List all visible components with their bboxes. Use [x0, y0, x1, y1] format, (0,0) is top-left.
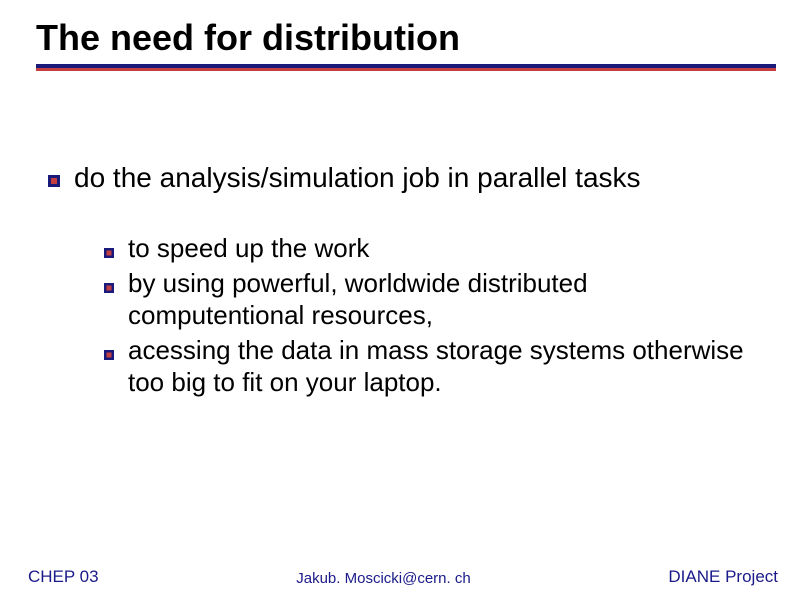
- bullet-text: to speed up the work: [128, 232, 369, 265]
- square-bullet-icon: [48, 174, 60, 192]
- sub-bullets: to speed up the work by using powerful, …: [48, 232, 764, 399]
- square-bullet-icon: [104, 245, 114, 263]
- bullet-text: do the analysis/simulation job in parall…: [74, 161, 641, 195]
- content-area: do the analysis/simulation job in parall…: [0, 71, 794, 399]
- slide-title: The need for distribution: [36, 18, 794, 58]
- footer-left: CHEP 03: [28, 567, 99, 587]
- square-bullet-icon: [104, 280, 114, 298]
- bullet-text: by using powerful, worldwide distributed…: [128, 267, 764, 332]
- footer-right: DIANE Project: [668, 567, 778, 587]
- bullet-level1: do the analysis/simulation job in parall…: [48, 161, 764, 195]
- title-area: The need for distribution: [0, 0, 794, 71]
- bullet-level2: to speed up the work: [104, 232, 764, 265]
- bullet-text: acessing the data in mass storage system…: [128, 334, 764, 399]
- square-bullet-icon: [104, 347, 114, 365]
- bullet-level2: acessing the data in mass storage system…: [104, 334, 764, 399]
- footer-center: Jakub. Moscicki@cern. ch: [99, 570, 669, 587]
- slide: The need for distribution do the analysi…: [0, 0, 794, 595]
- title-underline: [36, 64, 776, 71]
- footer: CHEP 03 Jakub. Moscicki@cern. ch DIANE P…: [0, 567, 794, 587]
- bullet-level2: by using powerful, worldwide distributed…: [104, 267, 764, 332]
